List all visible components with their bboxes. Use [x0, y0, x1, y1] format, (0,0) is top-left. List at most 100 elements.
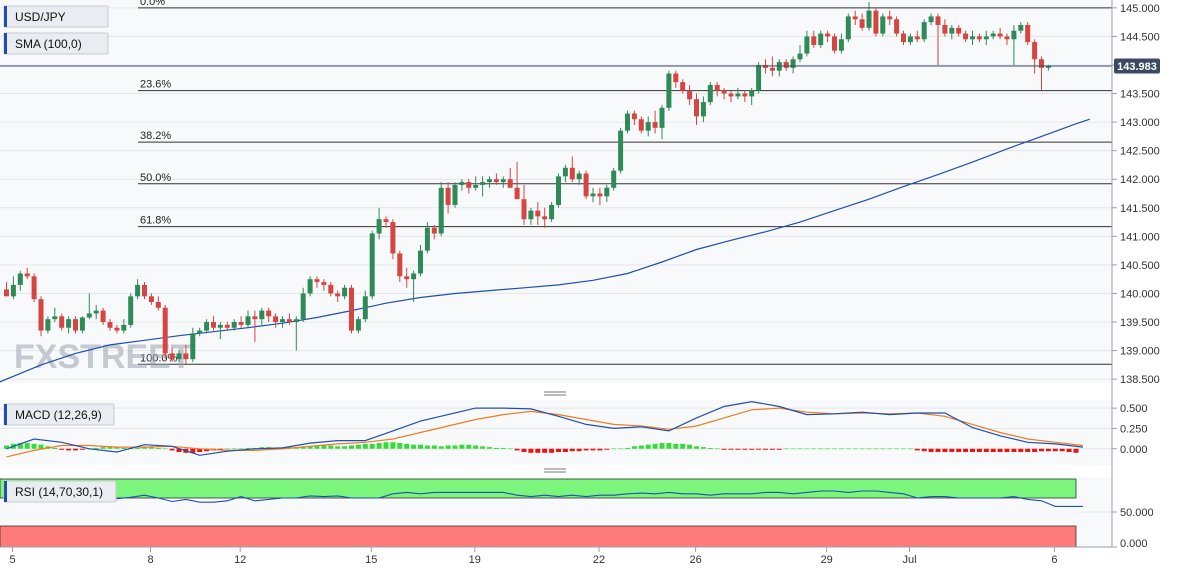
candle-body	[970, 36, 975, 40]
candle	[466, 179, 472, 194]
candle-body	[369, 233, 375, 297]
candle	[873, 7, 879, 37]
candle	[487, 176, 492, 188]
macd-histogram-bar	[1066, 448, 1072, 452]
macd-histogram-bar	[528, 448, 534, 453]
candle-body	[217, 324, 223, 328]
candle	[273, 313, 279, 328]
candle-body	[742, 93, 748, 97]
candle	[404, 267, 410, 288]
candle	[45, 316, 51, 334]
candle	[431, 224, 437, 240]
candle	[576, 170, 582, 185]
candle-body	[473, 184, 479, 188]
candle	[238, 316, 244, 328]
candle-body	[818, 33, 824, 45]
candle-body	[921, 22, 927, 40]
candle	[411, 270, 417, 303]
rsi-badge[interactable]: RSI (14,70,30,1)	[3, 480, 117, 503]
candle-body	[300, 293, 306, 320]
macd-histogram-bar	[652, 443, 658, 449]
candle-body	[93, 310, 99, 314]
price-tick-label: 143.500	[1120, 89, 1160, 101]
macd-histogram-bar	[404, 443, 410, 449]
candle-body	[769, 67, 775, 71]
candle-body	[17, 273, 23, 285]
candle-body	[438, 187, 444, 234]
price-panel: 0.0%23.6%38.2%50.0%61.8%100.0% FXSTREET …	[0, 0, 1160, 386]
price-tick-label: 138.500	[1120, 374, 1160, 386]
macd-histogram-bar	[1011, 448, 1017, 452]
fib-label: 100.0%	[140, 352, 178, 364]
candle	[280, 316, 285, 328]
rsi-tick-label: 0.000	[1120, 538, 1148, 550]
macd-histogram-bar	[825, 448, 831, 450]
macd-histogram-bar	[694, 446, 699, 449]
candle-body	[1032, 42, 1038, 60]
candle	[880, 13, 886, 37]
macd-histogram-bar	[1059, 448, 1065, 452]
sma-badge[interactable]: SMA (100,0)	[3, 32, 109, 55]
candle-body	[597, 193, 603, 197]
macd-histogram-bar	[190, 448, 196, 453]
macd-histogram-bar	[307, 446, 313, 449]
candle-body	[797, 53, 803, 60]
macd-badge[interactable]: MACD (12,26,9)	[3, 403, 115, 426]
price-tick-label: 142.000	[1120, 174, 1160, 186]
candle	[997, 27, 1003, 40]
candle	[155, 296, 161, 311]
candle-body	[756, 64, 762, 91]
candle	[728, 90, 734, 103]
macd-histogram-bar	[355, 444, 361, 449]
candle-body	[1004, 36, 1010, 40]
candle-body	[183, 353, 189, 360]
candle-body	[411, 273, 417, 280]
macd-histogram-bar	[562, 448, 568, 452]
candle	[107, 319, 113, 331]
candle-body	[445, 187, 451, 205]
candle-body	[576, 173, 582, 180]
candle	[1039, 56, 1044, 91]
candle	[790, 56, 796, 74]
candle	[866, 2, 872, 31]
panel-resize-handle-macd[interactable]	[544, 391, 566, 396]
macd-histogram-bar	[887, 448, 893, 450]
candle-body	[721, 90, 727, 94]
candle-body	[590, 193, 596, 197]
macd-histogram-bar	[707, 447, 713, 449]
macd-histogram-bar	[914, 448, 920, 451]
candle-body	[749, 90, 755, 97]
candle	[852, 10, 858, 25]
candle-body	[73, 319, 78, 331]
candle	[321, 279, 327, 291]
macd-histogram-bar	[418, 444, 423, 449]
candle	[707, 82, 713, 105]
candle	[956, 24, 962, 37]
fib-label: 50.0%	[140, 172, 171, 184]
candle	[24, 267, 30, 280]
candle	[742, 90, 748, 103]
candle-body	[259, 310, 265, 320]
candle-body	[376, 219, 382, 234]
macd-panel: 0.500 0.250 0.000 MACD (12,26,9)	[0, 400, 1148, 465]
macd-tick-label: 0.500	[1120, 403, 1148, 415]
candle	[838, 33, 844, 54]
panel-resize-handle-rsi[interactable]	[544, 468, 566, 473]
candle	[535, 202, 541, 225]
candle	[142, 282, 147, 300]
macd-histogram-bar	[838, 448, 844, 450]
macd-histogram-bar	[514, 448, 520, 451]
price-tick-label: 145.000	[1120, 3, 1160, 15]
candle-body	[79, 317, 85, 331]
macd-histogram-bar	[38, 444, 44, 449]
candle	[224, 322, 230, 331]
macd-histogram-bar	[466, 444, 472, 449]
time-tick-label: 15	[365, 554, 377, 566]
macd-histogram-bar	[66, 448, 72, 451]
macd-histogram-bar	[818, 448, 824, 450]
candle-body	[521, 199, 527, 220]
pair-badge[interactable]: USD/JPY	[3, 5, 109, 28]
macd-histogram-bar	[1039, 448, 1044, 452]
candle	[355, 316, 361, 334]
candle-body	[535, 210, 541, 217]
